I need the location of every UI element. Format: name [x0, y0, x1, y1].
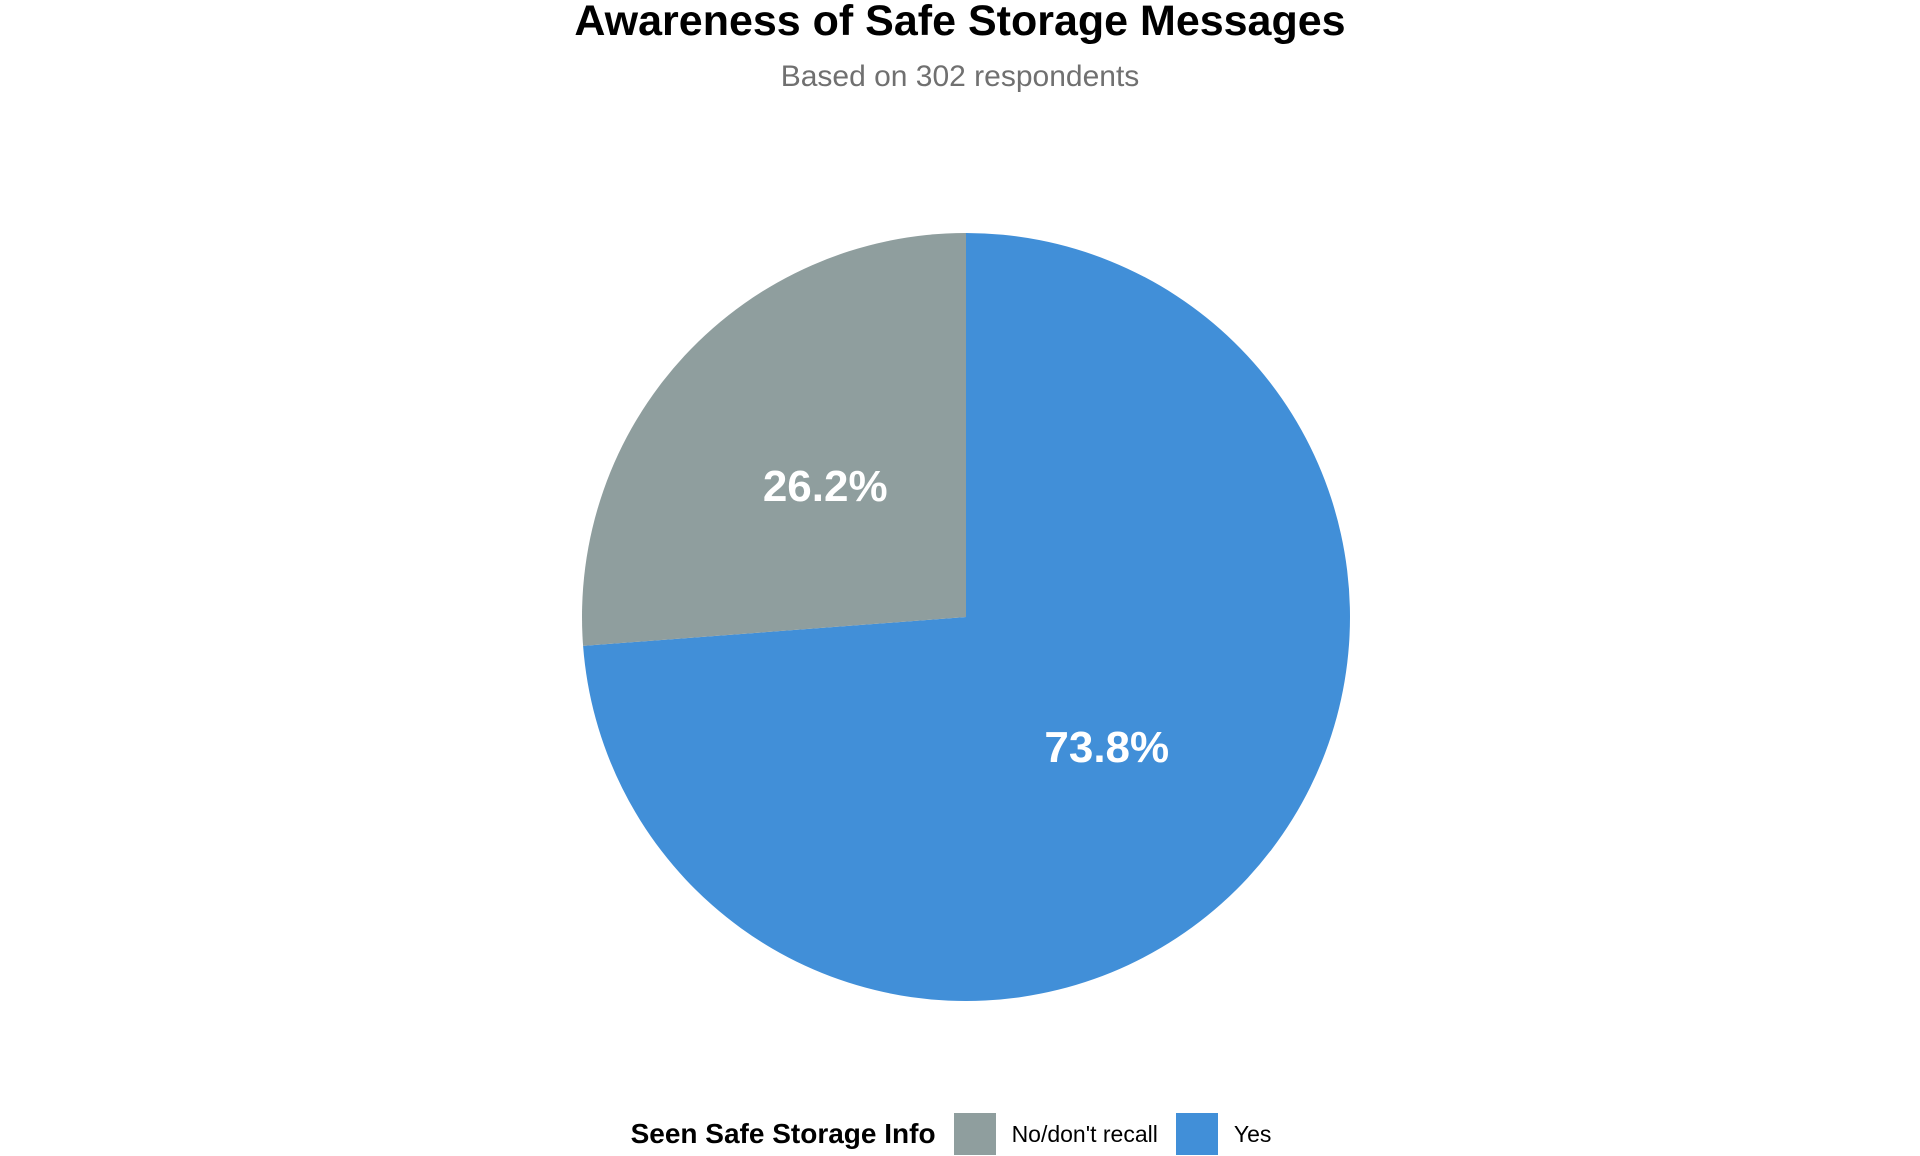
legend: Seen Safe Storage Info No/don't recall Y… — [0, 1112, 1920, 1156]
legend-entry-yes: Yes — [1175, 1113, 1272, 1155]
legend-swatch-yes — [1175, 1113, 1218, 1155]
slice-label-no-dont-recall: 26.2% — [763, 462, 888, 511]
chart-subtitle: Based on 302 respondents — [780, 60, 1140, 93]
legend-entry-no-dont-recall: No/don't recall — [953, 1113, 1158, 1155]
legend-label-yes: Yes — [1233, 1120, 1272, 1147]
pie-slice-no-dont-recall — [582, 232, 966, 646]
slice-label-yes: 73.8% — [1044, 723, 1169, 772]
legend-swatch-no-dont-recall — [953, 1113, 996, 1155]
chart-title: Awareness of Safe Storage Messages — [574, 0, 1346, 45]
legend-label-no-dont-recall: No/don't recall — [1011, 1120, 1158, 1147]
legend-title: Seen Safe Storage Info — [630, 1118, 936, 1149]
pie-slice-yes — [583, 233, 1350, 1001]
